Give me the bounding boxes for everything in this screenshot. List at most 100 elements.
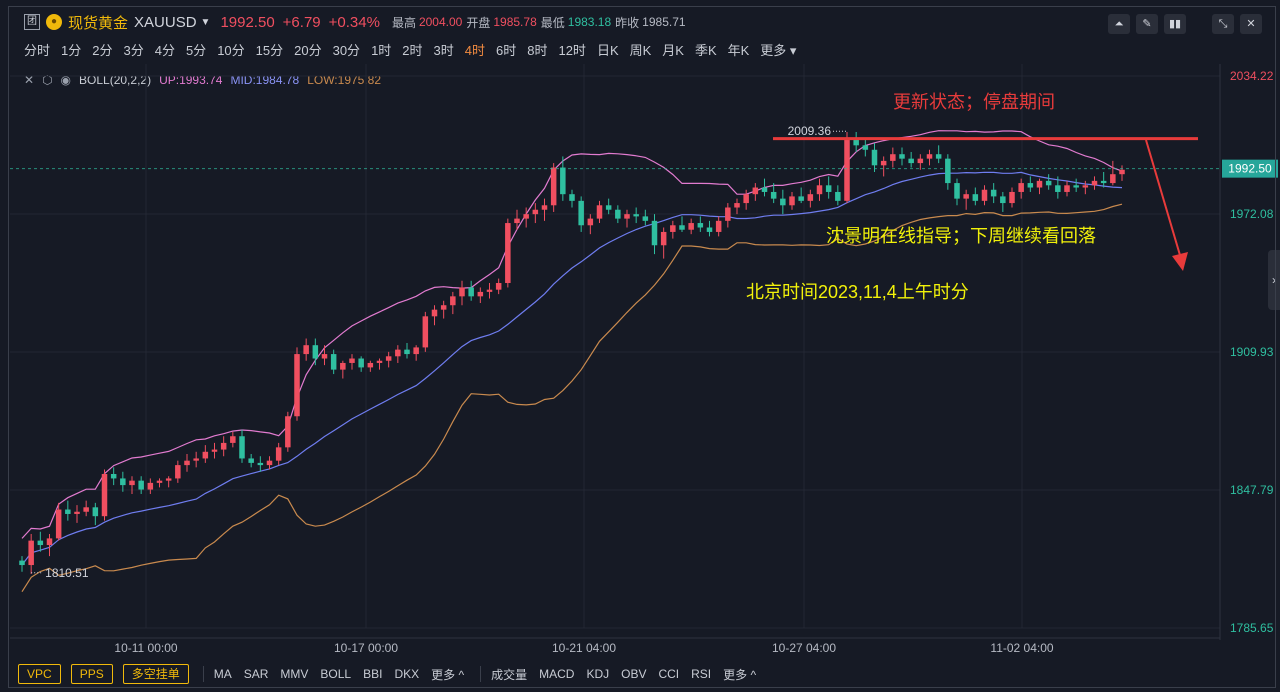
candle-body <box>981 189 988 201</box>
candle-body <box>431 309 438 317</box>
timeframe-15[interactable]: 8时 <box>527 43 548 58</box>
chevron-down-icon[interactable]: ▼ <box>200 16 211 28</box>
timeframe-7[interactable]: 15分 <box>255 43 284 58</box>
main-indicator-3[interactable]: BOLL <box>320 667 352 681</box>
candle-body <box>1091 180 1098 186</box>
candle-body <box>890 154 896 161</box>
candle-body <box>789 196 795 206</box>
high-marker-label: 2009.36 <box>788 124 832 138</box>
chevron-right-icon[interactable]: › <box>1268 250 1280 310</box>
candle-body <box>917 158 924 164</box>
y-tick-label: 1785.65 <box>1230 621 1274 635</box>
candle-body <box>477 291 484 297</box>
main-indicator-0[interactable]: MA <box>213 667 232 681</box>
timeframe-18[interactable]: 周K <box>629 43 652 58</box>
candle-style-icon[interactable]: ▮▮ <box>1164 14 1186 34</box>
timeframe-5[interactable]: 5分 <box>185 43 207 58</box>
candle-body <box>523 214 529 219</box>
candle-body <box>385 356 392 361</box>
sub-indicator-0[interactable]: 成交量 <box>491 667 528 682</box>
draw-pen-icon[interactable]: ✎ <box>1136 14 1158 34</box>
timeframe-22[interactable]: 更多 ▾ <box>760 43 797 58</box>
sub-indicator-2[interactable]: KDJ <box>586 667 610 681</box>
collapse-icon[interactable]: ⤡ <box>1212 14 1234 34</box>
timeframe-21[interactable]: 年K <box>727 43 750 58</box>
close-icon[interactable]: ✕ <box>24 73 35 87</box>
candle-body <box>505 223 511 284</box>
candle-body <box>569 194 575 201</box>
candle-body <box>670 225 676 232</box>
symbol-name[interactable]: 现货黄金 <box>68 14 129 32</box>
candle-body <box>257 462 264 466</box>
price-change-pct: +0.34% <box>328 13 380 31</box>
candle-body <box>633 214 639 217</box>
candle-body <box>1018 183 1024 192</box>
bottom-button-2[interactable]: 多空挂单 <box>122 664 189 684</box>
candle-body <box>596 205 603 219</box>
timeframe-bar: 分时 1分 2分 3分 4分 5分 10分 15分 20分 30分 1时 2时 3时 4时 6时 8时 12时日… <box>24 40 807 58</box>
timeframe-4[interactable]: 4分 <box>154 43 175 58</box>
eye-icon[interactable]: ◉ <box>60 73 72 87</box>
low-label: 最低 <box>540 15 565 30</box>
close-icon[interactable]: ✕ <box>1240 14 1262 34</box>
timeframe-9[interactable]: 30分 <box>332 43 361 58</box>
timeframe-13[interactable]: 4时 <box>464 43 485 58</box>
bottom-button-1[interactable]: PPS <box>70 664 113 684</box>
x-tick-label: 10-17 00:00 <box>334 641 398 655</box>
candle-body <box>587 218 594 226</box>
candle-body <box>761 187 768 192</box>
main-indicator-5[interactable]: DKX <box>394 667 420 681</box>
timeframe-19[interactable]: 月K <box>662 43 684 58</box>
timeframe-16[interactable]: 12时 <box>558 43 586 58</box>
gold-coin-icon: ● <box>46 14 62 30</box>
candle-body <box>706 227 713 232</box>
candle-body <box>605 205 612 210</box>
sub-indicator-6[interactable]: 更多 ^ <box>723 667 757 682</box>
candle-body <box>486 289 493 292</box>
candle-body <box>413 347 419 355</box>
sub-indicator-3[interactable]: OBV <box>621 667 647 681</box>
x-tick-label: 10-27 04:00 <box>772 641 836 655</box>
candle-body <box>651 220 658 246</box>
y-tick-label: 1847.79 <box>1230 483 1274 497</box>
candle-body <box>138 480 144 490</box>
timeframe-10[interactable]: 1时 <box>371 43 392 58</box>
sub-indicator-1[interactable]: MACD <box>539 667 575 681</box>
timeframe-17[interactable]: 日K <box>596 43 619 58</box>
candle-body <box>1100 180 1107 184</box>
candle-body <box>770 191 777 199</box>
timeframe-20[interactable]: 季K <box>694 43 717 58</box>
timeframe-3[interactable]: 3分 <box>123 43 144 58</box>
timeframe-1[interactable]: 1分 <box>61 43 82 58</box>
candle-body <box>230 436 236 443</box>
candle-body <box>578 200 584 226</box>
prev-close-value: 1985.71 <box>642 15 686 29</box>
timeframe-6[interactable]: 10分 <box>217 43 245 58</box>
chart-type-icon[interactable]: ⏶ <box>1108 14 1130 34</box>
main-indicator-2[interactable]: MMV <box>280 667 309 681</box>
timeframe-14[interactable]: 6时 <box>496 43 517 58</box>
sub-indicator-5[interactable]: RSI <box>691 667 712 681</box>
main-indicator-4[interactable]: BBI <box>363 667 383 681</box>
timeframe-0[interactable]: 分时 <box>24 43 51 58</box>
candle-body <box>825 185 832 192</box>
settings-icon[interactable]: ⬡ <box>42 73 53 87</box>
candle-body <box>495 283 502 290</box>
main-indicator-1[interactable]: SAR <box>243 667 269 681</box>
x-tick-label: 10-11 00:00 <box>114 641 177 655</box>
timeframe-8[interactable]: 20分 <box>294 43 322 58</box>
boll-mid-line <box>21 171 1123 566</box>
candle-body <box>266 460 273 466</box>
candle-body <box>954 183 960 199</box>
group-icon[interactable]: 团 <box>24 14 40 30</box>
bottom-button-0[interactable]: VPC <box>18 664 61 684</box>
timeframe-11[interactable]: 2时 <box>402 43 423 58</box>
x-tick-label: 11-02 04:00 <box>990 641 1053 655</box>
sub-indicator-4[interactable]: CCI <box>658 667 680 681</box>
timeframe-12[interactable]: 3时 <box>433 43 454 58</box>
timeframe-2[interactable]: 2分 <box>92 43 113 58</box>
current-price-label: 1992.50 <box>1228 162 1272 176</box>
main-indicator-6[interactable]: 更多 ^ <box>431 667 465 682</box>
symbol-code[interactable]: XAUUSD <box>134 13 197 31</box>
